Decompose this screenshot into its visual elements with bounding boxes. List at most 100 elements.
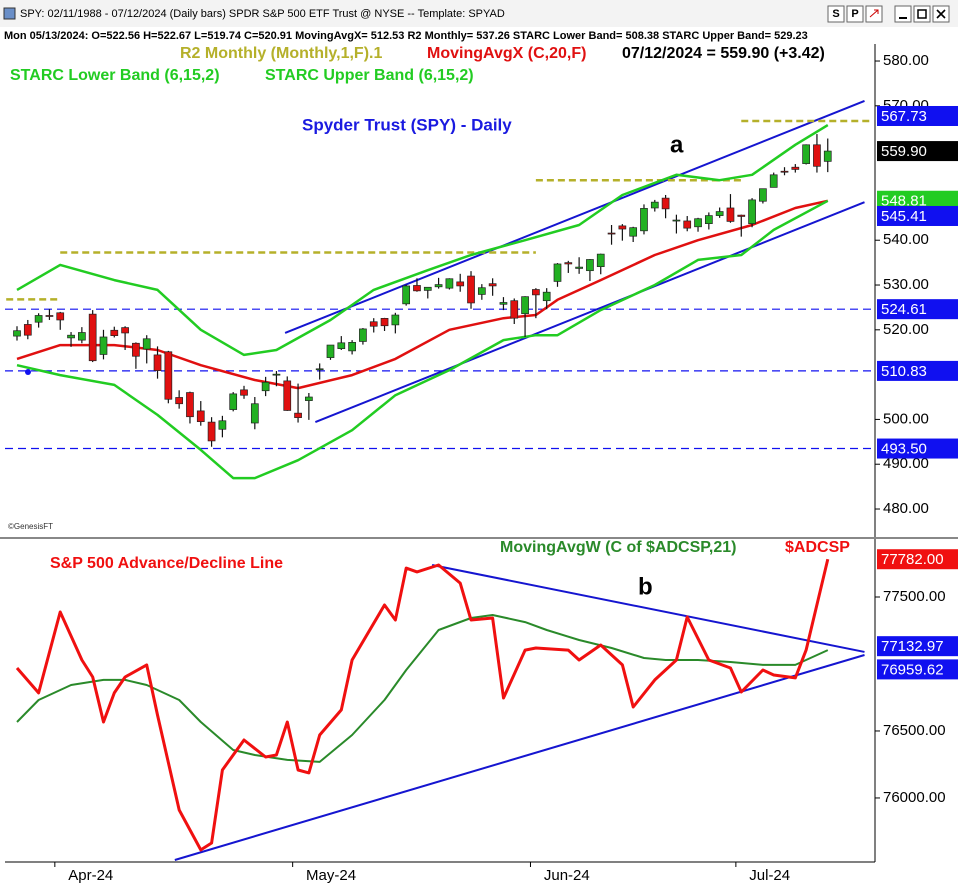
- candle-body: [78, 332, 86, 341]
- candle-body: [715, 211, 724, 216]
- legend-item: STARC Lower Band (6,15,2): [10, 67, 220, 84]
- minimize-button[interactable]: [894, 5, 912, 23]
- series-line: [15, 558, 830, 852]
- candle-body: [23, 324, 32, 336]
- window-buttons: S P: [827, 5, 950, 23]
- series-line: [16, 124, 829, 357]
- candle-body: [434, 284, 443, 288]
- value-label-box: [877, 299, 958, 320]
- candle-body: [359, 328, 367, 342]
- y-tick-label: 530.00: [883, 276, 929, 293]
- candle-body: [661, 197, 670, 210]
- series-line: [16, 199, 829, 480]
- candle-body: [488, 283, 497, 287]
- candle-body: [283, 380, 292, 411]
- button[interactable]: [827, 5, 845, 23]
- button[interactable]: [846, 5, 864, 23]
- candle-body: [88, 313, 97, 362]
- value-label-box: [877, 636, 958, 657]
- candle-body: [326, 344, 335, 358]
- candle-body: [380, 318, 389, 327]
- candle-body: [575, 266, 583, 269]
- annotation: a: [670, 131, 684, 158]
- y-tick-label: 580.00: [883, 52, 929, 69]
- x-tick-label: Jun-24: [544, 867, 590, 884]
- candle-body: [142, 338, 151, 350]
- panel-title: S&P 500 Advance/Decline Line: [50, 555, 283, 572]
- candle-body: [694, 218, 702, 228]
- value-label-box: [877, 659, 958, 680]
- candle-body: [704, 215, 713, 224]
- candle-body: [467, 275, 475, 304]
- candle-body: [748, 199, 756, 224]
- candle-body: [110, 329, 119, 336]
- title-bar: [0, 0, 958, 27]
- candle-body: [769, 174, 778, 188]
- candle-body: [67, 334, 75, 339]
- candle-body: [532, 289, 540, 296]
- candle-body: [640, 208, 648, 232]
- button-icon: [936, 9, 946, 19]
- value-label: 77782.00: [881, 551, 944, 568]
- button-icon: [869, 9, 879, 18]
- candle-body: [542, 291, 551, 302]
- candle-body: [456, 281, 465, 287]
- value-label-box: [877, 360, 958, 381]
- value-label: 77132.97: [881, 638, 944, 655]
- value-label: 510.83: [881, 363, 927, 380]
- button-label[interactable]: P: [851, 8, 858, 20]
- candle-body: [813, 144, 821, 167]
- candle-body: [791, 166, 800, 170]
- value-label-box: [877, 205, 958, 226]
- price-panel: [5, 99, 875, 480]
- legend-item: MovingAvgW (C of $ADCSP,21): [500, 539, 736, 556]
- candle-body: [305, 396, 313, 401]
- candle-body: [348, 342, 356, 352]
- credit: ©GenesisFT: [8, 522, 53, 531]
- info-line: Mon 05/13/2024: O=522.56 H=522.67 L=519.…: [4, 30, 808, 42]
- candle-body: [218, 420, 227, 430]
- value-label: 493.50: [881, 441, 927, 458]
- candle-body: [607, 232, 616, 235]
- y-tick-label: 480.00: [883, 500, 929, 517]
- candle-body: [240, 389, 248, 396]
- candle-body: [402, 285, 411, 305]
- candle-body: [759, 188, 767, 202]
- annotation: b: [638, 573, 653, 600]
- candle-body: [823, 150, 832, 162]
- trend-line: [174, 654, 865, 861]
- candle-body: [34, 315, 43, 323]
- candle-body: [737, 214, 746, 217]
- candle-body: [153, 354, 162, 371]
- candle-body: [618, 225, 627, 230]
- y-tick-label: 76000.00: [883, 789, 946, 806]
- candle-body: [175, 397, 183, 405]
- app-icon: [3, 7, 16, 20]
- candle-body: [164, 351, 173, 400]
- last-quote: 07/12/2024 = 559.90 (+3.42): [622, 45, 825, 62]
- trend-line: [314, 201, 865, 424]
- value-label-box: [877, 141, 958, 162]
- candle-body: [315, 368, 324, 371]
- candle-body: [672, 219, 681, 222]
- legend-item: MovingAvgX (C,20,F): [427, 45, 586, 62]
- y-tick-label: 76500.00: [883, 722, 946, 739]
- legend-item: STARC Upper Band (6,15,2): [265, 67, 474, 84]
- maximize-button[interactable]: [913, 5, 931, 23]
- window-title: SPY: 02/11/1988 - 07/12/2024 (Daily bars…: [20, 8, 505, 20]
- y-tick-label: 77500.00: [883, 588, 946, 605]
- candle-body: [196, 410, 205, 423]
- candle-body: [445, 278, 454, 289]
- button-label[interactable]: S: [832, 8, 839, 20]
- value-label: 76959.62: [881, 661, 944, 678]
- candle-body: [596, 253, 605, 268]
- candle-body: [650, 201, 659, 209]
- candle-body: [45, 315, 54, 317]
- candle-body: [423, 286, 432, 291]
- candle-body: [132, 342, 140, 357]
- candle-body: [586, 259, 594, 272]
- value-label: 559.90: [881, 143, 927, 160]
- candle-body: [121, 327, 129, 334]
